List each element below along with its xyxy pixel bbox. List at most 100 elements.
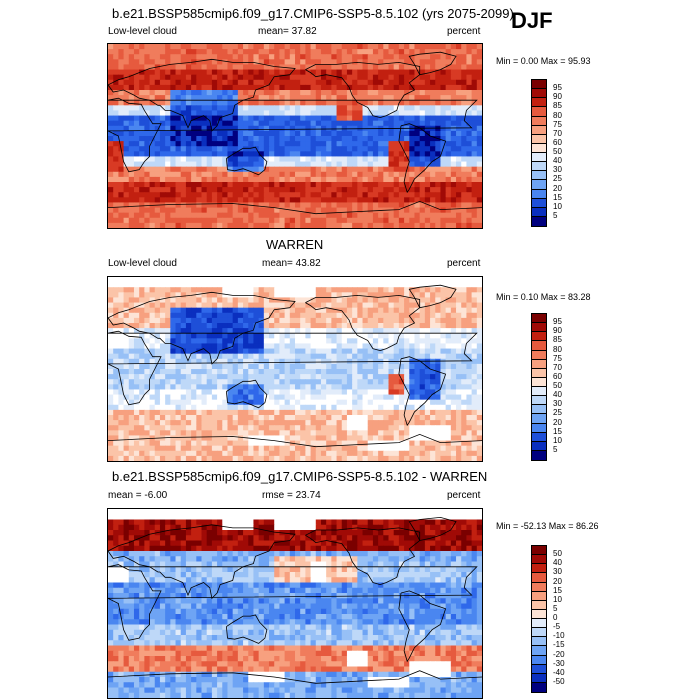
field-cell [113,120,119,127]
field-cell [269,399,275,406]
field-cell [258,217,265,224]
field-cell [346,287,353,293]
field-cell [159,161,166,168]
field-cell [237,430,244,437]
field-cell [206,105,213,112]
field-cell [185,292,192,299]
field-cell [315,146,322,152]
field-cell [237,54,244,60]
field-cell [232,176,239,183]
field-cell [253,399,260,406]
field-cell [393,312,400,319]
field-cell [144,217,151,224]
field-cell [258,146,265,152]
field-cell [383,49,390,55]
field-cell [471,207,478,214]
field-cell [206,115,213,122]
field-cell [263,343,270,350]
field-cell [185,328,192,334]
field-cell [362,374,369,380]
field-cell [336,59,343,66]
colorbar-swatch [531,170,547,181]
field-cell [284,404,291,411]
field-cell [295,277,301,283]
field-cell [315,297,322,304]
field-cell [471,110,478,117]
field-cell [191,307,197,314]
field-cell [357,79,364,86]
field-cell [175,84,182,91]
field-cell [113,105,119,112]
field-cell [217,69,223,76]
field-cell [388,182,395,188]
field-cell [315,384,322,391]
field-cell [284,136,291,142]
field-cell [289,409,296,416]
field-cell [320,317,327,324]
field-cell [123,409,130,416]
field-cell [154,197,161,204]
field-cell [305,312,312,319]
field-cell [372,171,379,178]
field-cell [326,182,332,188]
field-cell [326,136,332,142]
field-cell [450,420,457,426]
field-cell [461,141,468,147]
field-cell [320,187,327,193]
field-cell [118,394,125,401]
field-cell [113,74,119,81]
field-cell [461,307,468,314]
field-cell [461,323,468,329]
field-cell [378,136,384,142]
field-cell [196,440,203,447]
field-cell [346,312,353,319]
field-cell [341,161,348,168]
field-cell [326,430,332,437]
field-cell [191,358,197,365]
field-cell [430,323,436,329]
field-cell [430,74,436,81]
field-cell [326,399,332,406]
field-cell [466,146,473,152]
field-cell [170,166,177,173]
field-cell [414,202,421,209]
field-cell [144,384,151,391]
field-cell [149,307,156,314]
field-cell [227,125,234,132]
field-cell [393,192,400,198]
field-cell [191,110,197,117]
field-cell [357,317,364,324]
field-cell [237,394,244,401]
field-cell [331,317,338,324]
field-cell [352,394,358,401]
field-cell [362,171,369,178]
field-cell [180,302,187,309]
field-cell [372,161,379,168]
field-cell [419,292,426,299]
field-cell [378,202,384,209]
field-cell [357,100,364,106]
field-cell [217,95,223,101]
field-cell [170,358,177,365]
field-cell [139,49,145,55]
field-cell [424,59,431,66]
field-cell [414,100,421,106]
field-cell [144,161,151,168]
field-cell [383,409,390,416]
field-cell [315,333,322,339]
field-cell [253,420,260,426]
field-cell [362,49,369,55]
field-cell [300,161,306,168]
field-cell [336,141,343,147]
field-cell [378,222,384,228]
field-cell [409,130,416,137]
colorbar-tick-label: 50 [553,147,562,156]
field-cell [357,166,364,173]
field-cell [180,207,187,214]
field-cell [248,166,255,173]
field-cell [232,328,239,334]
field-cell [180,54,187,60]
field-cell [362,217,369,224]
field-cell [243,222,249,228]
field-cell [274,141,281,147]
